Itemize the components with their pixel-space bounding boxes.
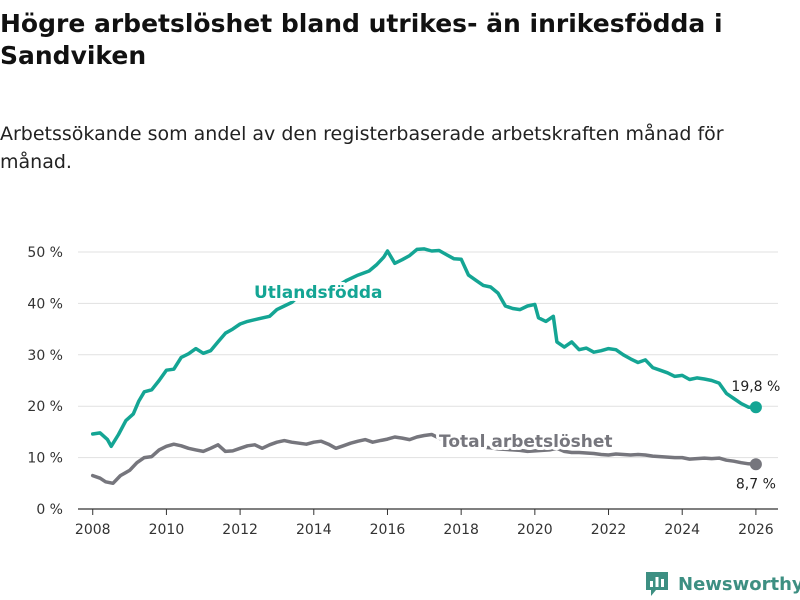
series-label-total: Total arbetslöshet xyxy=(439,432,613,452)
x-tick-label: 2026 xyxy=(738,522,774,538)
x-tick-label: 2010 xyxy=(149,522,185,538)
end-point-utlandsfodda xyxy=(749,401,762,414)
end-point-total xyxy=(749,458,762,471)
series-lines xyxy=(90,247,762,486)
y-tick-label: 20 % xyxy=(27,399,63,415)
axes: 0 % 10 % 20 % 30 % 40 % 50 % 2008 2010 2012 2014 2… xyxy=(27,245,778,538)
x-tick-label: 2014 xyxy=(296,522,332,538)
end-label-utlandsfodda: 19,8 % xyxy=(731,379,780,395)
brand-name: Newsworthy xyxy=(678,573,800,595)
chart-subtitle: Arbetssökande som andel av den registerb… xyxy=(0,123,724,173)
series-line-total xyxy=(90,432,758,486)
series-label-utlandsfodda: Utlandsfödda xyxy=(254,283,383,303)
chart-title: Högre arbetslöshet bland utrikes- än inr… xyxy=(0,9,723,70)
y-tick-label: 10 % xyxy=(27,451,63,467)
y-tick-label: 50 % xyxy=(27,245,63,261)
x-tick-label: 2016 xyxy=(370,522,406,538)
brand-logo: Newsworthy xyxy=(644,568,800,600)
series-line-utlandsfodda xyxy=(90,247,758,449)
x-tick-label: 2020 xyxy=(517,522,553,538)
x-tick-label: 2024 xyxy=(664,522,700,538)
y-tick-label: 40 % xyxy=(27,296,63,312)
x-tick-label: 2008 xyxy=(75,522,111,538)
series-label-total-halo: Total arbetslöshet xyxy=(439,432,613,452)
x-tick-label: 2018 xyxy=(443,522,479,538)
y-tick-label: 0 % xyxy=(36,502,63,518)
x-tick-label: 2012 xyxy=(222,522,258,538)
end-label-total: 8,7 % xyxy=(736,476,776,492)
y-tick-label: 30 % xyxy=(27,348,63,364)
newsworthy-logo-icon xyxy=(646,572,668,596)
series-label-utlandsfodda-halo: Utlandsfödda xyxy=(254,283,383,303)
x-tick-label: 2022 xyxy=(591,522,627,538)
